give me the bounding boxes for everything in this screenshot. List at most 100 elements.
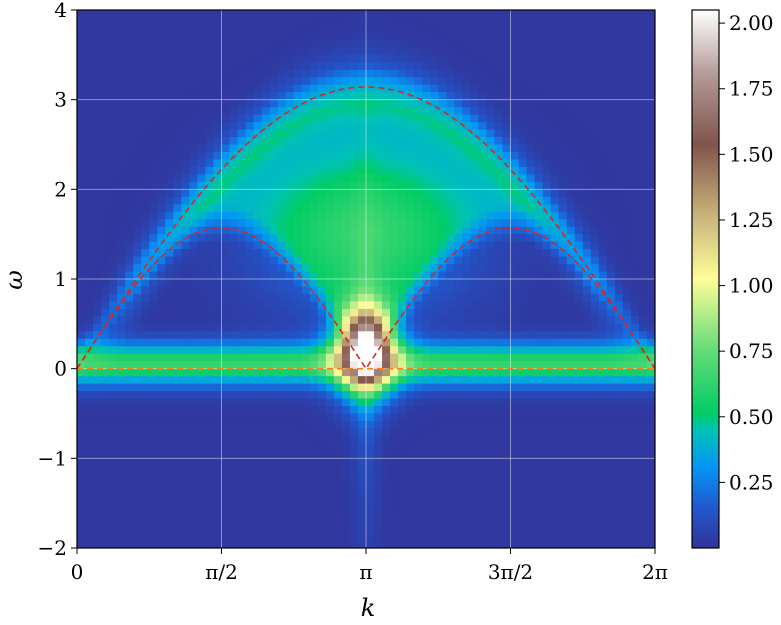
heatmap-cell (390, 271, 399, 280)
heatmap-cell (77, 271, 86, 280)
heatmap-cell (77, 249, 86, 258)
heatmap-cell (109, 62, 118, 71)
heatmap-cell (478, 376, 488, 385)
heatmap-cell (221, 129, 231, 138)
heatmap-cell (333, 488, 343, 497)
heatmap-cell (293, 488, 303, 497)
heatmap-cell (566, 39, 576, 48)
heatmap-cell (341, 383, 351, 392)
heatmap-cell (285, 435, 295, 444)
heatmap-cell (590, 39, 600, 48)
heatmap-cell (486, 346, 496, 355)
heatmap-cell (582, 346, 592, 355)
heatmap-cell (462, 226, 471, 235)
heatmap-cell (325, 271, 335, 280)
heatmap-cell (277, 92, 287, 101)
heatmap-cell (422, 293, 431, 303)
heatmap-cell (285, 99, 295, 108)
heatmap-cell (101, 24, 110, 34)
heatmap-cell (157, 279, 166, 288)
heatmap-cell (181, 151, 190, 161)
heatmap-cell (85, 114, 94, 123)
heatmap-cell (237, 99, 247, 108)
heatmap-cell (622, 137, 632, 146)
heatmap-cell (414, 69, 423, 78)
heatmap-cell (478, 346, 488, 355)
heatmap-cell (189, 488, 199, 497)
heatmap-cell (205, 361, 215, 370)
heatmap-cell (590, 406, 600, 415)
heatmap-cell (390, 495, 399, 504)
heatmap-cell (494, 279, 504, 288)
heatmap-cell (566, 10, 576, 19)
heatmap-cell (349, 249, 359, 258)
heatmap-cell (165, 234, 174, 243)
heatmap-cell (141, 308, 150, 317)
heatmap-cell (422, 488, 431, 497)
heatmap-cell (398, 293, 407, 303)
heatmap-cell (406, 540, 415, 548)
heatmap-cell (446, 196, 455, 205)
heatmap-cell (229, 174, 239, 183)
heatmap-cell (269, 361, 279, 370)
heatmap-cell (374, 204, 383, 213)
heatmap-cell (205, 54, 215, 63)
heatmap-cell (470, 84, 479, 93)
heatmap-cell (614, 174, 624, 183)
heatmap-cell (470, 435, 479, 444)
heatmap-cell (133, 361, 142, 370)
heatmap-cell (117, 54, 126, 63)
heatmap-cell (430, 383, 439, 392)
heatmap-cell (614, 151, 624, 161)
heatmap-cell (285, 144, 295, 153)
heatmap-cell (357, 398, 367, 407)
heatmap-cell (293, 166, 303, 175)
heatmap-cell (542, 353, 552, 362)
heatmap-cell (438, 353, 447, 362)
heatmap-cell (486, 219, 496, 228)
heatmap-cell (221, 92, 231, 101)
heatmap-cell (390, 488, 399, 497)
heatmap-cell (374, 69, 383, 78)
heatmap-cell (205, 413, 215, 422)
heatmap-cell (422, 219, 431, 228)
heatmap-cell (622, 166, 632, 175)
heatmap-cell (157, 256, 166, 265)
heatmap-cell (566, 181, 576, 190)
heatmap-cell (229, 84, 239, 93)
heatmap-cell (205, 174, 215, 183)
heatmap-cell (566, 353, 576, 362)
heatmap-cell (502, 398, 512, 407)
heatmap-cell (406, 308, 415, 317)
heatmap-cell (542, 241, 552, 250)
heatmap-cell (253, 114, 263, 123)
heatmap-cell (85, 413, 94, 422)
heatmap-cell (366, 54, 375, 63)
heatmap-cell (582, 241, 592, 250)
heatmap-cell (197, 510, 207, 519)
heatmap-cell (598, 428, 608, 437)
heatmap-cell (285, 226, 295, 235)
heatmap-cell (253, 383, 263, 392)
heatmap-cell (454, 107, 463, 116)
heatmap-cell (245, 495, 255, 504)
heatmap-cell (349, 458, 359, 467)
heatmap-cell (606, 264, 616, 273)
heatmap-cell (542, 376, 552, 385)
heatmap-cell (213, 413, 223, 422)
heatmap-cell (229, 122, 239, 131)
heatmap-cell (189, 368, 199, 377)
heatmap-cell (325, 174, 335, 183)
heatmap-cell (341, 17, 351, 26)
heatmap-cell (406, 249, 415, 258)
heatmap-cell (133, 301, 142, 310)
heatmap-cell (309, 533, 319, 542)
heatmap-cell (125, 279, 134, 288)
heatmap-cell (414, 47, 423, 56)
heatmap-cell (333, 69, 343, 78)
heatmap-cell (93, 323, 102, 332)
heatmap-cell (438, 376, 447, 385)
heatmap-cell (430, 533, 439, 542)
heatmap-cell (213, 480, 223, 489)
heatmap-cell (374, 376, 383, 385)
